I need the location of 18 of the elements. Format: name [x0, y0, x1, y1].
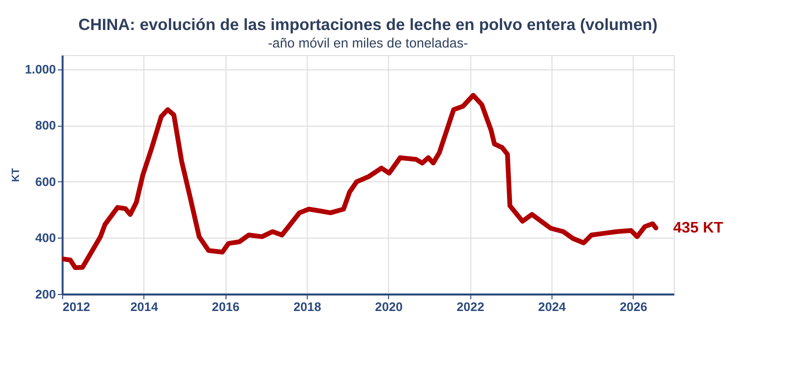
x-tick-label: 2026 — [620, 300, 648, 314]
x-tick-label: 2014 — [130, 300, 158, 314]
x-tick-label: 2022 — [456, 300, 484, 314]
y-axis-title: KT — [10, 167, 22, 182]
y-tick-label: 200 — [35, 287, 56, 302]
x-tick-label: 2018 — [293, 300, 322, 314]
chart-subtitle: -año móvil en miles de toneladas- — [268, 35, 468, 50]
y-tick-label: 800 — [35, 118, 56, 133]
annotation: 435 KT — [673, 220, 724, 237]
y-tick-label: 1.000 — [24, 62, 56, 76]
x-tick-label: 2020 — [375, 300, 403, 314]
chart-title: CHINA: evolución de las importaciones de leche en polvo entera (volumen) — [78, 16, 658, 34]
x-tick-label: 2012 — [62, 300, 90, 314]
x-tick-label: 2016 — [212, 300, 240, 314]
line-series — [62, 92, 658, 270]
y-tick-label: 600 — [35, 174, 56, 189]
y-tick-label: 400 — [35, 231, 56, 246]
x-tick-label: 2024 — [538, 300, 566, 314]
